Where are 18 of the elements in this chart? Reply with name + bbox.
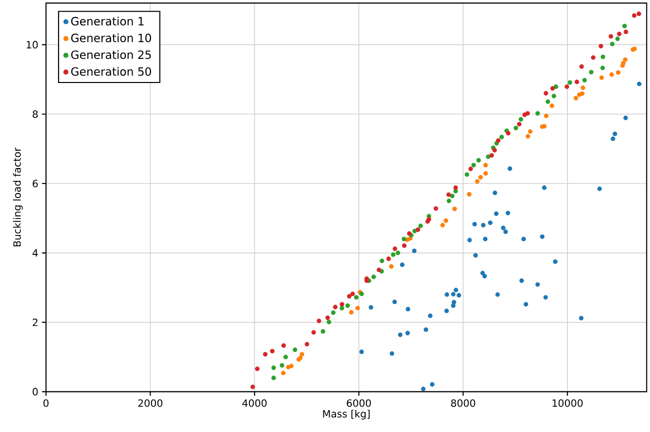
y-tick-label: 2: [32, 318, 38, 326]
legend-label: Generation 1: [71, 16, 144, 26]
legend-label: Generation 10: [71, 33, 152, 42]
y-tick-label: 6: [32, 180, 38, 188]
x-tick-label: 10000: [552, 399, 583, 407]
legend-label: Generation 50: [71, 67, 152, 76]
y-tick-label: 8: [32, 110, 38, 118]
x-axis-title: Mass [kg]: [323, 410, 370, 420]
y-tick-label: 10: [26, 40, 38, 48]
x-tick-label: 2000: [138, 399, 162, 407]
x-tick-label: 4000: [242, 399, 267, 407]
legend-label: Generation 25: [71, 50, 151, 60]
x-tick-label: 8000: [451, 399, 476, 407]
y-axis-title: Buckling load factor: [13, 147, 23, 246]
x-tick-label: 0: [44, 399, 49, 407]
y-tick-label: 0: [32, 388, 38, 396]
y-tick-label: 4: [32, 249, 38, 257]
x-tick-label: 6000: [346, 399, 371, 407]
